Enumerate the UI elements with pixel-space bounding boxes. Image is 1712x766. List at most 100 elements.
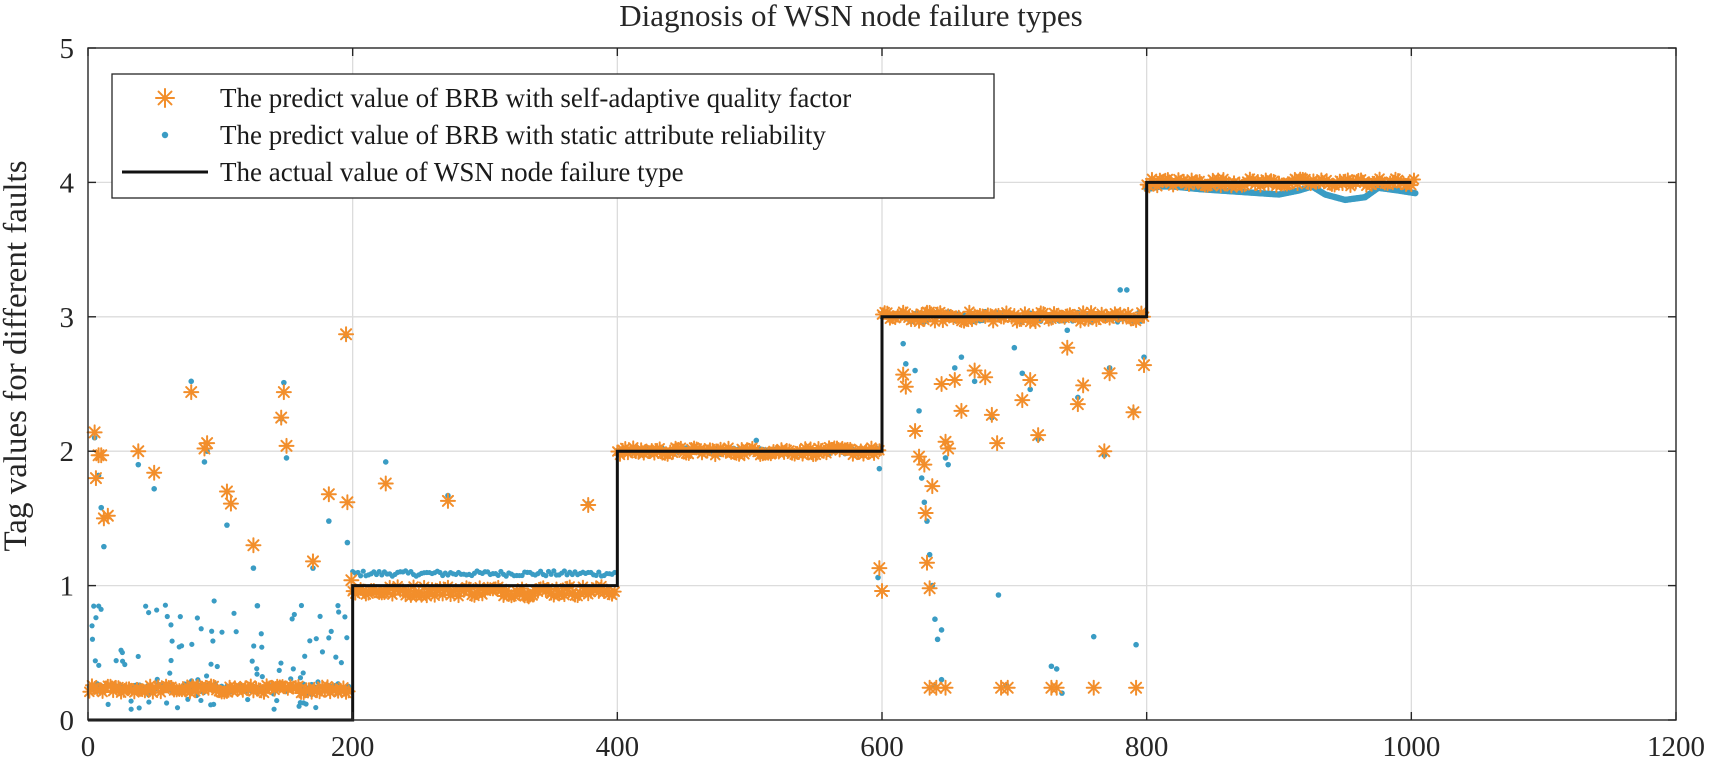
data-point-brb-static	[113, 658, 119, 664]
asterisk-marker	[907, 423, 924, 440]
data-point-brb-static	[135, 461, 142, 468]
data-point-brb-static	[254, 666, 260, 672]
data-point-brb-static	[326, 518, 332, 524]
asterisk-marker	[275, 384, 292, 401]
data-point-brb-static	[208, 702, 214, 708]
asterisk-marker	[320, 486, 337, 503]
data-point-brb-static	[903, 361, 909, 367]
data-point-brb-static	[1048, 663, 1055, 670]
axis-ticks: 0 200 400 600 800 1000 1200 0 1 2 3 4 5	[60, 33, 1706, 763]
asterisk-marker	[871, 560, 888, 577]
y-tick-label: 2	[60, 436, 75, 468]
data-point-brb-static	[1011, 344, 1018, 351]
chart-title: Diagnosis of WSN node failure types	[619, 0, 1083, 33]
y-tick-label: 3	[60, 302, 75, 334]
data-point-brb-static	[135, 653, 141, 660]
data-point-brb-static	[298, 602, 305, 609]
data-point-brb-static	[245, 696, 251, 703]
data-point-brb-static	[360, 568, 366, 574]
data-point-brb-static	[1090, 633, 1097, 640]
data-point-brb-static	[344, 539, 351, 546]
asterisk-marker	[1022, 371, 1039, 388]
data-point-brb-static	[313, 704, 319, 711]
data-point-brb-static	[288, 676, 294, 682]
asterisk-marker	[916, 456, 933, 473]
plot-area	[82, 171, 1421, 722]
data-point-brb-static	[942, 455, 949, 461]
asterisk-marker	[1085, 679, 1102, 696]
data-point-brb-static	[302, 653, 308, 659]
data-point-brb-static	[168, 622, 174, 628]
data-point-brb-static	[249, 658, 255, 664]
asterisk-marker	[924, 478, 941, 495]
data-point-brb-static	[119, 649, 125, 656]
asterisk-marker	[874, 582, 890, 599]
data-point-brb-static	[93, 615, 99, 621]
data-point-brb-static	[290, 666, 296, 672]
data-point-brb-static	[122, 661, 128, 668]
asterisk-marker	[928, 679, 945, 696]
asterisk-marker	[99, 507, 116, 524]
data-point-brb-static	[932, 616, 938, 622]
data-point-brb-static	[211, 598, 217, 604]
asterisk-marker	[953, 402, 970, 419]
asterisk-marker	[273, 409, 290, 426]
data-point-brb-static	[561, 568, 568, 574]
x-tick-label: 1000	[1382, 731, 1440, 763]
asterisk-marker	[580, 496, 597, 513]
asterisk-marker	[999, 679, 1016, 696]
data-point-brb-static	[938, 676, 945, 683]
asterisk-marker	[155, 88, 175, 108]
data-point-brb-static	[300, 670, 306, 676]
data-point-brb-static	[105, 701, 111, 707]
data-point-brb-static	[1053, 666, 1060, 672]
data-point-brb-static	[319, 649, 326, 655]
legend-label: The actual value of WSN node failure typ…	[220, 157, 684, 187]
asterisk-marker	[1125, 404, 1142, 421]
data-point-brb-static	[91, 603, 97, 609]
asterisk-marker	[946, 371, 963, 388]
data-point-brb-static	[1141, 354, 1147, 360]
data-point-brb-static	[289, 616, 295, 622]
asterisk-marker	[940, 440, 957, 457]
data-point-brb-static	[543, 573, 549, 579]
data-point-brb-static	[753, 437, 760, 444]
data-point-brb-static	[210, 638, 216, 644]
data-point-brb-static	[254, 671, 260, 677]
y-axis-label: Tag values for different faults	[0, 160, 34, 551]
asterisk-marker	[966, 362, 983, 379]
asterisk-marker	[1030, 427, 1047, 444]
data-point-brb-static	[154, 607, 160, 613]
asterisk-marker	[278, 437, 295, 454]
data-point-brb-static	[203, 673, 210, 679]
asterisk-marker	[245, 537, 262, 554]
data-point-brb-static	[926, 551, 933, 558]
asterisk-marker	[183, 384, 200, 401]
data-point-brb-static	[254, 602, 261, 609]
data-point-brb-static	[291, 611, 297, 618]
data-point-brb-static	[188, 378, 195, 385]
data-point-brb-static	[382, 459, 389, 465]
data-point-brb-static	[495, 572, 501, 579]
data-point-brb-static	[259, 644, 265, 650]
data-point-brb-static	[335, 603, 341, 609]
data-point-brb-static	[198, 697, 204, 704]
data-point-brb-static	[281, 379, 287, 386]
asterisk-marker	[439, 492, 456, 509]
data-point-brb-static	[297, 675, 304, 681]
data-point-brb-static	[307, 638, 313, 644]
asterisk-marker	[937, 679, 954, 696]
asterisk-marker	[343, 572, 360, 589]
data-point-brb-static	[258, 631, 264, 637]
data-point-brb-static	[278, 660, 284, 666]
data-point-brb-static	[151, 486, 157, 492]
data-point-brb-static	[128, 698, 134, 704]
asterisk-marker	[218, 483, 235, 500]
asterisk-marker	[897, 378, 914, 395]
asterisk-marker	[338, 326, 355, 343]
data-point-brb-static	[259, 674, 265, 680]
data-point-brb-static	[194, 615, 200, 621]
asterisk-marker	[87, 470, 104, 487]
data-point-brb-static	[276, 667, 282, 673]
